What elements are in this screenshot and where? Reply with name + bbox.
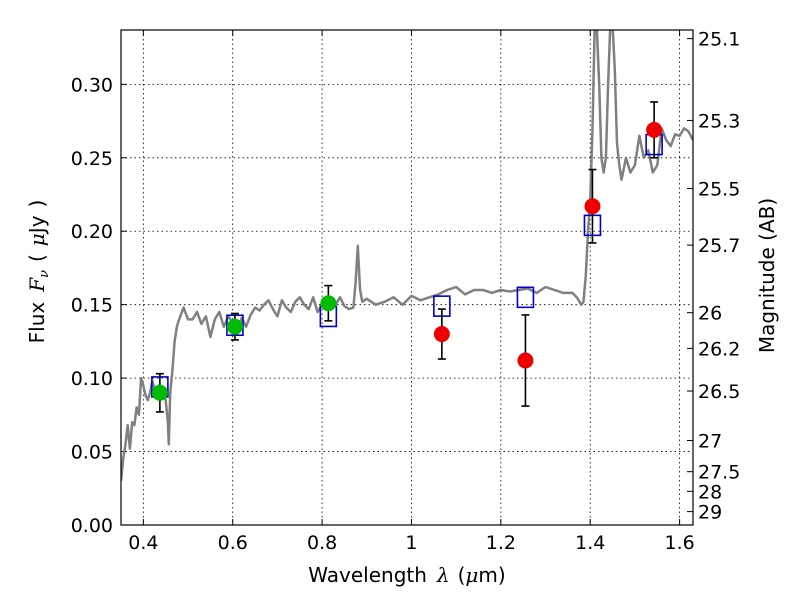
x-tick-label: 0.8 <box>307 532 337 554</box>
measured-photometry-point <box>517 352 534 369</box>
detected-photometry-point <box>151 384 168 401</box>
magnitude-tick-label: 25.7 <box>698 235 740 257</box>
model-photometry-square <box>516 286 535 309</box>
y-tick-label: 0.10 <box>71 368 113 390</box>
y-tick-label: 0.05 <box>71 442 113 464</box>
plot-frame <box>120 29 694 526</box>
x-tick-label: 1.4 <box>575 532 605 554</box>
y-tick-label: 0.30 <box>71 74 113 96</box>
magnitude-tick-label: 25.1 <box>698 29 740 51</box>
magnitude-tick-label: 26 <box>698 303 722 325</box>
x-tick-label: 1 <box>405 532 417 554</box>
y-tick-label: 0.00 <box>71 515 113 537</box>
x-tick-label: 1.6 <box>664 532 694 554</box>
magnitude-tick-label: 27.5 <box>698 462 740 484</box>
magnitude-tick-label: 26.2 <box>698 338 740 360</box>
measured-photometry-point <box>584 198 601 215</box>
secondary-y-axis-title: Magnitude (AB) <box>755 198 779 353</box>
sed-model-line <box>121 30 693 482</box>
magnitude-tick-label: 25.5 <box>698 179 740 201</box>
measured-photometry-point <box>433 326 450 343</box>
magnitude-tick-label: 26.5 <box>698 381 740 403</box>
y-axis-ticks: 0.00 0.05 0.10 0.15 0.20 0.25 0.30 <box>71 74 127 537</box>
y-tick-label: 0.25 <box>71 148 113 170</box>
magnitude-tick-label: 29 <box>698 502 722 524</box>
y-tick-label: 0.20 <box>71 221 113 243</box>
magnitude-tick-label: 27 <box>698 430 722 452</box>
y-tick-label: 0.15 <box>71 295 113 317</box>
plot-area <box>121 30 693 482</box>
x-tick-label: 0.6 <box>218 532 248 554</box>
detected-photometry-point <box>320 295 337 312</box>
grid-lines <box>121 30 693 526</box>
x-axis-ticks: 0.4 0.6 0.8 1 1.2 1.4 1.6 <box>128 30 695 554</box>
error-bars <box>155 101 659 413</box>
detected-photometry-point <box>226 318 243 335</box>
magnitude-tick-label: 28 <box>698 481 722 503</box>
magnitude-tick-label: 25.3 <box>698 110 740 132</box>
measured-photometry-point <box>646 121 663 138</box>
x-tick-label: 1.2 <box>486 532 516 554</box>
x-tick-label: 0.4 <box>128 532 158 554</box>
y-axis-title: FluxFν(μJy) <box>25 200 52 344</box>
measured-photometry-series <box>151 121 663 401</box>
x-axis-title: Wavelength λ (μm) <box>308 563 505 587</box>
